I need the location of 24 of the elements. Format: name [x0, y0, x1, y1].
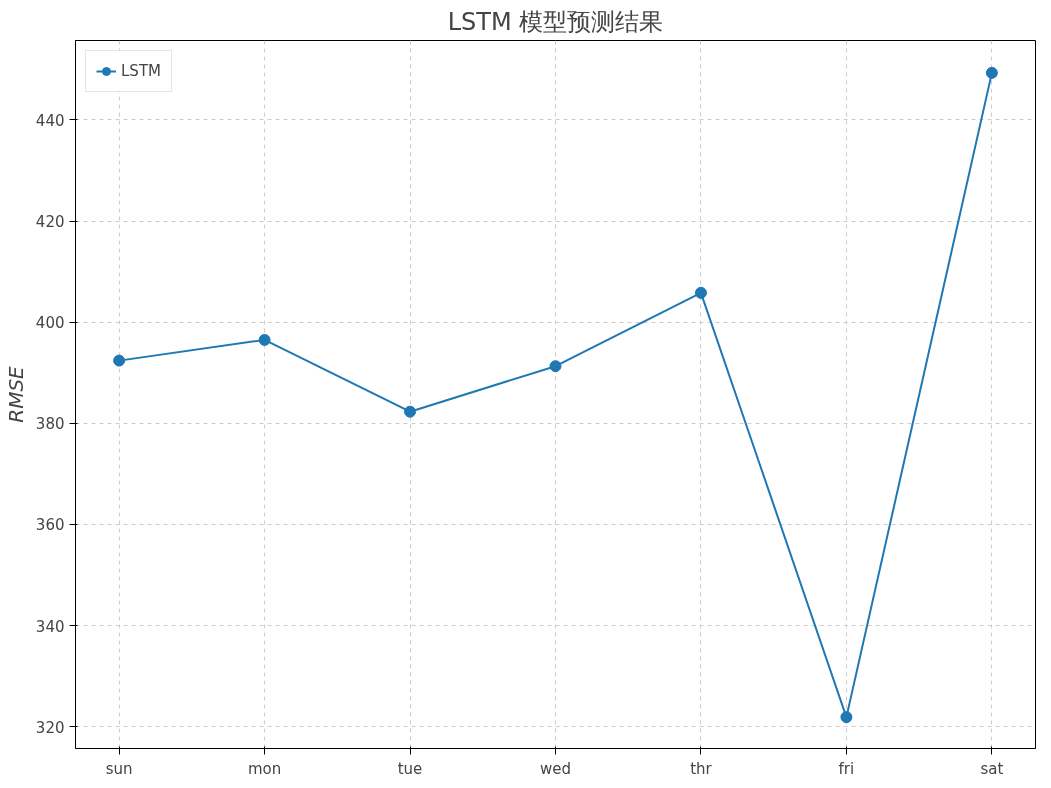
- point: [549, 360, 562, 373]
- point: [985, 66, 998, 79]
- y-tick-label: 380: [35, 415, 65, 434]
- y-tick-label: 420: [35, 213, 65, 232]
- x-tick-label: sun: [105, 759, 133, 778]
- y-axis-title: RMSE: [3, 365, 28, 423]
- x-tick-label: mon: [247, 759, 282, 778]
- point: [258, 333, 271, 346]
- y-tick-label: 440: [35, 111, 65, 130]
- x-tick-label: tue: [397, 759, 423, 778]
- y-tick-label: 320: [35, 718, 65, 737]
- legend-label: LSTM: [121, 62, 161, 80]
- chart-title: LSTM 模型预测结果: [447, 7, 664, 36]
- x-tick-label: wed: [539, 759, 572, 778]
- x-tick-label: thr: [690, 759, 713, 778]
- point: [694, 286, 707, 299]
- x-tick-label: sat: [980, 759, 1004, 778]
- point: [840, 711, 853, 724]
- y-tick-label: 360: [35, 516, 65, 535]
- point: [113, 354, 126, 367]
- point: [404, 405, 417, 418]
- y-tick-label: 400: [35, 314, 65, 333]
- y-tick-label: 340: [35, 617, 65, 636]
- x-tick-label: fri: [838, 759, 855, 778]
